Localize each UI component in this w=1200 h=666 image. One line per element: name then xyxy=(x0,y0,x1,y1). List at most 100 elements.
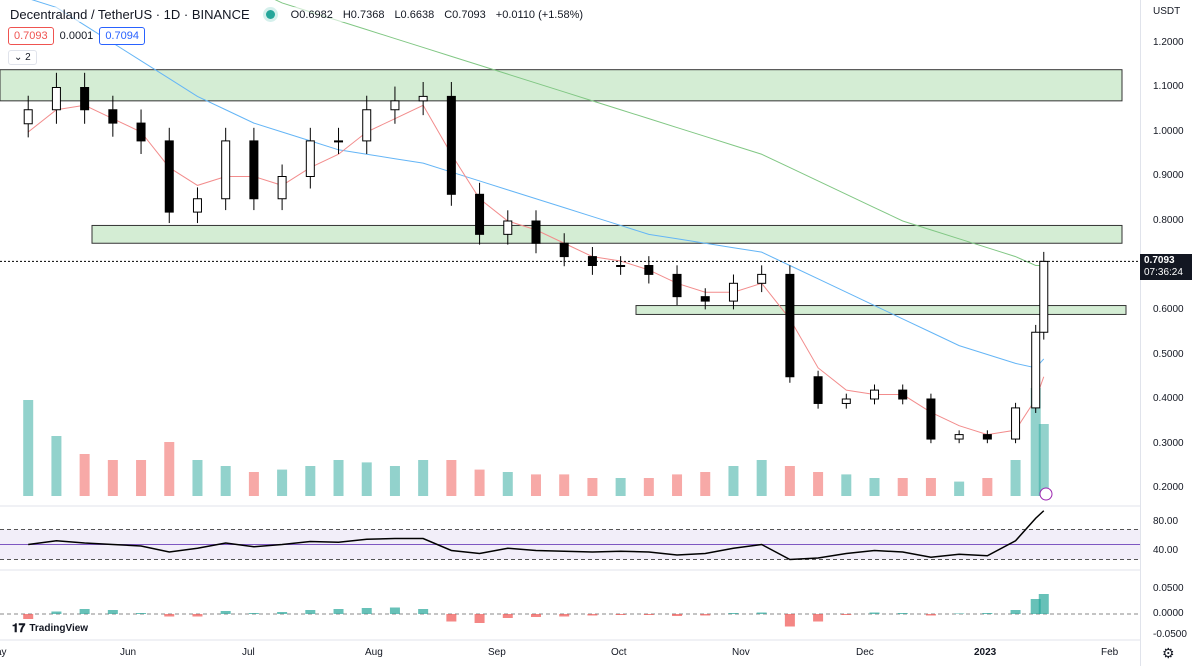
volume-bar xyxy=(897,478,908,496)
price-tick: 0.2000 xyxy=(1153,482,1184,493)
ohlc-high: H0.7368 xyxy=(342,8,385,21)
macd-histogram-bar xyxy=(756,612,767,614)
candle-body xyxy=(80,87,90,111)
volume-bar xyxy=(559,474,570,496)
volume-bar xyxy=(1038,424,1049,496)
time-tick: Jul xyxy=(242,647,255,658)
currency-selector[interactable]: USDT xyxy=(1153,6,1181,17)
volume-bar xyxy=(869,478,880,496)
candle-body xyxy=(785,273,795,378)
macd-histogram-bar xyxy=(192,614,203,617)
macd-histogram-bar xyxy=(1010,610,1021,614)
macd-histogram-bar xyxy=(305,610,316,614)
macd-histogram-bar xyxy=(418,609,429,614)
candle-body xyxy=(1011,407,1021,440)
volume-bar xyxy=(1030,388,1041,496)
time-tick: Nov xyxy=(732,647,750,658)
macd-histogram-bar xyxy=(79,609,90,614)
macd-histogram-bar xyxy=(559,614,570,617)
ohlc-open: O0.6982 xyxy=(290,8,333,21)
volume-bar xyxy=(136,460,147,496)
volume-bar xyxy=(305,466,316,496)
candle-body xyxy=(390,100,400,111)
volume-bar xyxy=(474,469,485,496)
price-tick: 0.3000 xyxy=(1153,438,1184,449)
sell-price-button[interactable]: 0.7093 xyxy=(8,27,54,45)
price-axis[interactable]: USDT 1.2000 1.1000 1.0000 0.9000 0.8000 … xyxy=(1140,0,1200,666)
price-tick: 0.8000 xyxy=(1153,215,1184,226)
macd-tick: 0.0500 xyxy=(1153,583,1184,594)
time-tick: Feb xyxy=(1101,647,1119,658)
indicators-collapse-button[interactable]: ⌄ 2 xyxy=(8,50,37,65)
volume-bar xyxy=(418,460,429,496)
volume-bar xyxy=(784,466,795,496)
time-tick: Oct xyxy=(611,647,627,658)
price-tick: 0.9000 xyxy=(1153,170,1184,181)
candle-body xyxy=(926,398,936,440)
candle-body xyxy=(192,198,202,213)
volume-bar xyxy=(813,472,824,496)
candle-body xyxy=(446,95,456,195)
volume-bar xyxy=(389,466,400,496)
price-tick: 0.4000 xyxy=(1153,393,1184,404)
chevron-down-icon: ⌄ xyxy=(14,52,26,63)
rsi-tick: 40.00 xyxy=(1153,545,1179,556)
candle-body xyxy=(277,176,287,200)
macd-histogram-bar xyxy=(1030,599,1041,614)
macd-histogram-bar xyxy=(982,613,993,614)
bar-countdown: 07:36:24 xyxy=(1144,267,1183,278)
candle-body xyxy=(475,193,485,235)
price-tick: 1.2000 xyxy=(1153,37,1184,48)
volume-bar xyxy=(333,460,344,496)
volume-bar xyxy=(79,454,90,496)
volume-bar xyxy=(728,466,739,496)
volume-bar xyxy=(51,436,62,496)
ohlc-low: L0.6638 xyxy=(394,8,435,21)
macd-histogram-bar xyxy=(813,614,824,622)
candle-body xyxy=(334,140,344,143)
macd-histogram-bar xyxy=(841,614,852,615)
macd-histogram-bar xyxy=(164,614,175,617)
candle-body xyxy=(841,398,851,404)
volume-bar xyxy=(672,474,683,496)
candle-body xyxy=(1039,260,1049,333)
macd-histogram-bar xyxy=(784,614,795,627)
price-tick: 0.6000 xyxy=(1153,304,1184,315)
volume-bar xyxy=(587,478,598,496)
candle-body xyxy=(108,109,118,124)
market-status-icon xyxy=(265,10,275,19)
macd-histogram-bar xyxy=(107,610,118,614)
tradingview-logo[interactable]: 𝟏𝟕 TradingView xyxy=(10,619,91,638)
macd-histogram-bar xyxy=(277,612,288,614)
time-tick: Aug xyxy=(365,647,383,658)
candle-body xyxy=(982,434,992,440)
buy-price-button[interactable]: 0.7094 xyxy=(99,27,145,45)
volume-bar xyxy=(1010,460,1021,496)
candle-body xyxy=(362,109,372,142)
support-resistance-zone xyxy=(0,69,1123,102)
volume-bar xyxy=(248,472,259,496)
macd-histogram-bar xyxy=(248,613,259,614)
volume-bar xyxy=(361,462,372,496)
candle-body xyxy=(164,140,174,213)
volume-bar xyxy=(502,472,513,496)
volume-bar xyxy=(107,460,118,496)
macd-histogram-bar xyxy=(643,614,654,615)
symbol-title[interactable]: Decentraland / TetherUS · 1D · BINANCE xyxy=(10,7,250,22)
macd-histogram-bar xyxy=(1038,594,1049,614)
macd-histogram-bar xyxy=(700,614,711,616)
settings-gear-icon[interactable]: ⚙ xyxy=(1162,645,1175,661)
candle-body xyxy=(249,140,259,200)
candle-body xyxy=(221,140,231,200)
time-tick: Sep xyxy=(488,647,506,658)
volume-bar xyxy=(446,460,457,496)
macd-histogram-bar xyxy=(615,614,626,615)
volume-bar xyxy=(700,472,711,496)
volume-bar xyxy=(925,478,936,496)
time-tick: 2023 xyxy=(974,647,997,658)
volume-bar xyxy=(982,478,993,496)
chart-canvas[interactable] xyxy=(0,0,1140,666)
candle-body xyxy=(136,122,146,142)
macd-histogram-bar xyxy=(530,614,541,617)
macd-tick: 0.0000 xyxy=(1153,608,1184,619)
